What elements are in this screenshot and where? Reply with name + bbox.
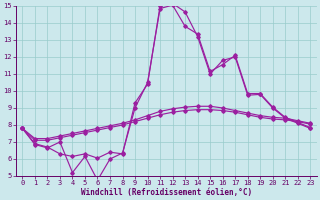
X-axis label: Windchill (Refroidissement éolien,°C): Windchill (Refroidissement éolien,°C)	[81, 188, 252, 197]
